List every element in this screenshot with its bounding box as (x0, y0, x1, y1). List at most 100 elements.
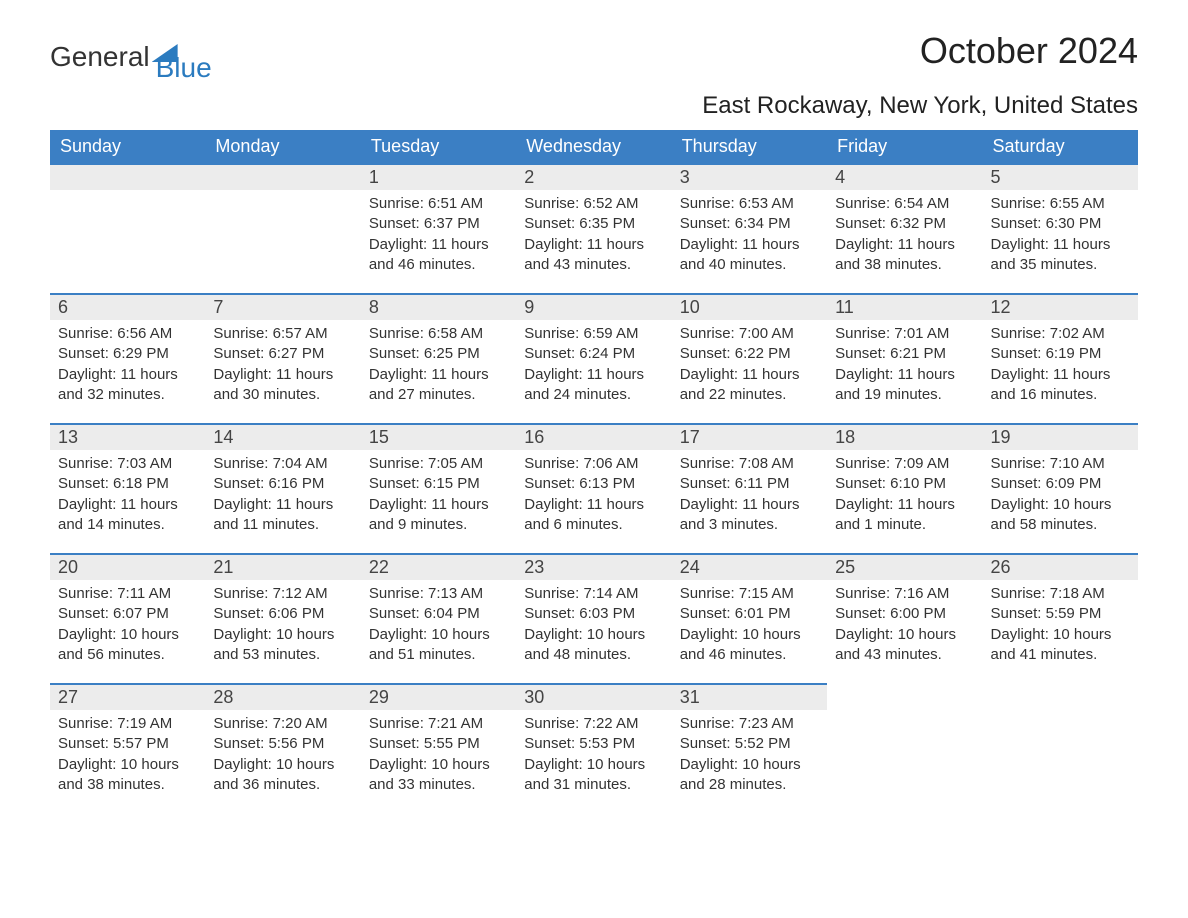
day-details: Sunrise: 7:19 AMSunset: 5:57 PMDaylight:… (50, 710, 205, 801)
sunrise-line: Sunrise: 7:14 AM (524, 584, 663, 604)
sunrise-line: Sunrise: 7:23 AM (680, 714, 819, 734)
sunset-line: Sunset: 6:19 PM (991, 344, 1130, 364)
sunrise-line: Sunrise: 7:08 AM (680, 454, 819, 474)
calendar-cell: 6Sunrise: 6:56 AMSunset: 6:29 PMDaylight… (50, 293, 205, 423)
day-number: 1 (361, 163, 516, 190)
day-number: 25 (827, 553, 982, 580)
calendar-cell: 22Sunrise: 7:13 AMSunset: 6:04 PMDayligh… (361, 553, 516, 683)
sunrise-line: Sunrise: 7:01 AM (835, 324, 974, 344)
day-number: 29 (361, 683, 516, 710)
calendar-cell: 13Sunrise: 7:03 AMSunset: 6:18 PMDayligh… (50, 423, 205, 553)
sunset-line: Sunset: 6:34 PM (680, 214, 819, 234)
daylight-line: Daylight: 10 hours and 48 minutes. (524, 625, 663, 666)
calendar-cell: 18Sunrise: 7:09 AMSunset: 6:10 PMDayligh… (827, 423, 982, 553)
sunrise-line: Sunrise: 7:12 AM (213, 584, 352, 604)
calendar-cell: 2Sunrise: 6:52 AMSunset: 6:35 PMDaylight… (516, 163, 671, 293)
calendar-cell: 1Sunrise: 6:51 AMSunset: 6:37 PMDaylight… (361, 163, 516, 293)
daylight-line: Daylight: 10 hours and 43 minutes. (835, 625, 974, 666)
day-details: Sunrise: 6:57 AMSunset: 6:27 PMDaylight:… (205, 320, 360, 411)
calendar-cell: 4Sunrise: 6:54 AMSunset: 6:32 PMDaylight… (827, 163, 982, 293)
calendar-week-row: 6Sunrise: 6:56 AMSunset: 6:29 PMDaylight… (50, 293, 1138, 423)
daylight-line: Daylight: 10 hours and 58 minutes. (991, 495, 1130, 536)
sunrise-line: Sunrise: 6:54 AM (835, 194, 974, 214)
calendar-cell (205, 163, 360, 293)
day-number: 8 (361, 293, 516, 320)
calendar-cell: 14Sunrise: 7:04 AMSunset: 6:16 PMDayligh… (205, 423, 360, 553)
header: General Blue October 2024 (50, 30, 1138, 84)
sunset-line: Sunset: 6:32 PM (835, 214, 974, 234)
sunset-line: Sunset: 6:15 PM (369, 474, 508, 494)
daylight-line: Daylight: 11 hours and 38 minutes. (835, 235, 974, 276)
weekday-header: Saturday (983, 130, 1138, 163)
sunset-line: Sunset: 6:11 PM (680, 474, 819, 494)
sunrise-line: Sunrise: 7:16 AM (835, 584, 974, 604)
sunrise-line: Sunrise: 6:57 AM (213, 324, 352, 344)
sunset-line: Sunset: 6:37 PM (369, 214, 508, 234)
sunset-line: Sunset: 5:59 PM (991, 604, 1130, 624)
sunrise-line: Sunrise: 6:56 AM (58, 324, 197, 344)
sunrise-line: Sunrise: 7:05 AM (369, 454, 508, 474)
calendar-cell: 5Sunrise: 6:55 AMSunset: 6:30 PMDaylight… (983, 163, 1138, 293)
day-details: Sunrise: 7:14 AMSunset: 6:03 PMDaylight:… (516, 580, 671, 671)
calendar-cell: 20Sunrise: 7:11 AMSunset: 6:07 PMDayligh… (50, 553, 205, 683)
calendar-cell: 24Sunrise: 7:15 AMSunset: 6:01 PMDayligh… (672, 553, 827, 683)
sunset-line: Sunset: 6:25 PM (369, 344, 508, 364)
day-details: Sunrise: 6:56 AMSunset: 6:29 PMDaylight:… (50, 320, 205, 411)
sunrise-line: Sunrise: 7:19 AM (58, 714, 197, 734)
sunset-line: Sunset: 6:01 PM (680, 604, 819, 624)
day-number: 7 (205, 293, 360, 320)
brand-logo: General Blue (50, 30, 212, 84)
daylight-line: Daylight: 11 hours and 43 minutes. (524, 235, 663, 276)
daylight-line: Daylight: 11 hours and 19 minutes. (835, 365, 974, 406)
daylight-line: Daylight: 11 hours and 32 minutes. (58, 365, 197, 406)
calendar-cell: 3Sunrise: 6:53 AMSunset: 6:34 PMDaylight… (672, 163, 827, 293)
calendar-cell: 11Sunrise: 7:01 AMSunset: 6:21 PMDayligh… (827, 293, 982, 423)
day-number: 16 (516, 423, 671, 450)
day-details: Sunrise: 7:04 AMSunset: 6:16 PMDaylight:… (205, 450, 360, 541)
sunset-line: Sunset: 6:21 PM (835, 344, 974, 364)
day-number: 22 (361, 553, 516, 580)
calendar-cell: 28Sunrise: 7:20 AMSunset: 5:56 PMDayligh… (205, 683, 360, 813)
daylight-line: Daylight: 10 hours and 41 minutes. (991, 625, 1130, 666)
sunrise-line: Sunrise: 7:00 AM (680, 324, 819, 344)
sunset-line: Sunset: 6:30 PM (991, 214, 1130, 234)
calendar-cell: 8Sunrise: 6:58 AMSunset: 6:25 PMDaylight… (361, 293, 516, 423)
daylight-line: Daylight: 11 hours and 11 minutes. (213, 495, 352, 536)
day-number: 31 (672, 683, 827, 710)
calendar-cell: 15 Sunrise: 7:05 AMSunset: 6:15 PMDayligh… (361, 423, 516, 553)
daylight-line: Daylight: 11 hours and 3 minutes. (680, 495, 819, 536)
day-details: Sunrise: 6:52 AMSunset: 6:35 PMDaylight:… (516, 190, 671, 281)
daylight-line: Daylight: 11 hours and 16 minutes. (991, 365, 1130, 406)
daylight-line: Daylight: 10 hours and 56 minutes. (58, 625, 197, 666)
sunset-line: Sunset: 6:13 PM (524, 474, 663, 494)
day-details: Sunrise: 7:22 AMSunset: 5:53 PMDaylight:… (516, 710, 671, 801)
day-number: 13 (50, 423, 205, 450)
sunrise-line: Sunrise: 7:09 AM (835, 454, 974, 474)
day-number: 10 (672, 293, 827, 320)
day-number: 4 (827, 163, 982, 190)
day-details: Sunrise: 7:13 AMSunset: 6:04 PMDaylight:… (361, 580, 516, 671)
sunset-line: Sunset: 6:09 PM (991, 474, 1130, 494)
day-number: 26 (983, 553, 1138, 580)
daylight-line: Daylight: 11 hours and 14 minutes. (58, 495, 197, 536)
daylight-line: Daylight: 10 hours and 28 minutes. (680, 755, 819, 796)
weekday-header: Monday (205, 130, 360, 163)
day-number: 15 (361, 423, 516, 450)
day-number: 19 (983, 423, 1138, 450)
sunset-line: Sunset: 6:22 PM (680, 344, 819, 364)
sunrise-line: Sunrise: 6:53 AM (680, 194, 819, 214)
day-details: Sunrise: 7:01 AMSunset: 6:21 PMDaylight:… (827, 320, 982, 411)
daylight-line: Daylight: 11 hours and 1 minute. (835, 495, 974, 536)
day-details: Sunrise: 6:54 AMSunset: 6:32 PMDaylight:… (827, 190, 982, 281)
calendar-cell: 7Sunrise: 6:57 AMSunset: 6:27 PMDaylight… (205, 293, 360, 423)
sunset-line: Sunset: 5:57 PM (58, 734, 197, 754)
calendar-table: SundayMondayTuesdayWednesdayThursdayFrid… (50, 130, 1138, 813)
calendar-cell: 25Sunrise: 7:16 AMSunset: 6:00 PMDayligh… (827, 553, 982, 683)
sunset-line: Sunset: 6:06 PM (213, 604, 352, 624)
daylight-line: Daylight: 10 hours and 51 minutes. (369, 625, 508, 666)
daylight-line: Daylight: 11 hours and 9 minutes. (369, 495, 508, 536)
weekday-header: Sunday (50, 130, 205, 163)
sunset-line: Sunset: 6:29 PM (58, 344, 197, 364)
sunset-line: Sunset: 6:10 PM (835, 474, 974, 494)
day-details: Sunrise: 7:09 AMSunset: 6:10 PMDaylight:… (827, 450, 982, 541)
